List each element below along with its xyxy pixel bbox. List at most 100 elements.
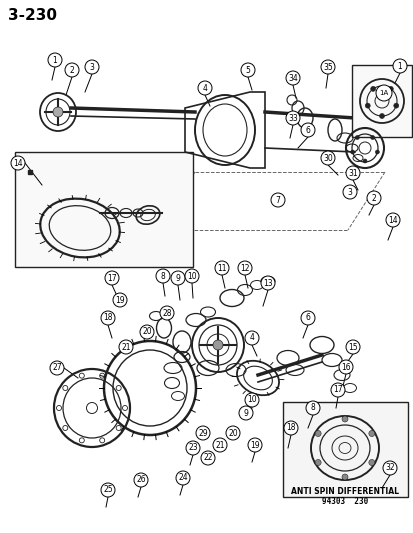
Circle shape: [237, 261, 252, 275]
Text: 3: 3: [89, 62, 94, 71]
Text: 11: 11: [217, 263, 226, 272]
Text: 1A: 1A: [378, 90, 388, 96]
Text: 22: 22: [203, 454, 212, 463]
Text: 17: 17: [107, 273, 116, 282]
Circle shape: [338, 360, 352, 374]
Text: 17: 17: [332, 385, 342, 394]
Circle shape: [320, 60, 334, 74]
Circle shape: [345, 166, 359, 180]
Circle shape: [185, 441, 199, 455]
Text: 28: 28: [162, 309, 171, 318]
Text: 12: 12: [240, 263, 249, 272]
Bar: [282, 402, 407, 497]
Text: ANTI SPIN DIFFERENTIAL: ANTI SPIN DIFFERENTIAL: [290, 488, 398, 497]
Text: 8: 8: [310, 403, 315, 413]
Circle shape: [375, 85, 391, 101]
Text: 15: 15: [347, 343, 357, 351]
Text: 34: 34: [287, 74, 297, 83]
Circle shape: [342, 185, 356, 199]
Circle shape: [350, 150, 354, 154]
Circle shape: [156, 269, 170, 283]
Circle shape: [101, 483, 115, 497]
Circle shape: [283, 421, 297, 435]
Text: 20: 20: [228, 429, 237, 438]
Circle shape: [50, 361, 64, 375]
Circle shape: [392, 59, 406, 73]
Circle shape: [11, 156, 25, 170]
Bar: [351, 65, 411, 137]
Text: 10: 10: [187, 271, 196, 280]
Text: 29: 29: [198, 429, 207, 438]
Circle shape: [387, 86, 392, 91]
Circle shape: [212, 340, 223, 350]
Circle shape: [247, 438, 261, 452]
Text: 6: 6: [305, 125, 310, 134]
Text: 9: 9: [175, 273, 180, 282]
Text: 27: 27: [52, 364, 62, 373]
Circle shape: [240, 63, 254, 77]
Circle shape: [176, 471, 190, 485]
Text: 31: 31: [347, 168, 357, 177]
Circle shape: [197, 81, 211, 95]
Circle shape: [85, 60, 99, 74]
Text: 18: 18: [103, 313, 112, 322]
Circle shape: [201, 451, 214, 465]
Text: 5: 5: [245, 66, 250, 75]
Text: 10: 10: [247, 395, 256, 405]
Circle shape: [382, 461, 396, 475]
Circle shape: [285, 71, 299, 85]
Circle shape: [119, 340, 133, 354]
Circle shape: [171, 271, 185, 285]
Text: 4: 4: [202, 84, 207, 93]
Text: 14: 14: [13, 158, 23, 167]
Text: 21: 21: [215, 440, 224, 449]
Circle shape: [375, 150, 378, 154]
Text: 1: 1: [52, 55, 57, 64]
Circle shape: [370, 135, 374, 140]
Text: 30: 30: [322, 154, 332, 163]
Text: 25: 25: [103, 486, 112, 495]
Text: 13: 13: [263, 279, 272, 287]
Circle shape: [341, 416, 347, 422]
Circle shape: [314, 459, 320, 465]
Text: 7: 7: [275, 196, 280, 205]
Circle shape: [393, 103, 398, 108]
Text: 19: 19: [115, 295, 124, 304]
Text: 19: 19: [249, 440, 259, 449]
Text: 2: 2: [371, 193, 375, 203]
Text: 26: 26: [136, 475, 145, 484]
Circle shape: [113, 293, 127, 307]
Circle shape: [159, 306, 173, 320]
Text: 16: 16: [340, 362, 350, 372]
Text: 21: 21: [121, 343, 131, 351]
Circle shape: [65, 63, 79, 77]
Text: 8: 8: [160, 271, 165, 280]
Circle shape: [214, 261, 228, 275]
Text: 6: 6: [305, 313, 310, 322]
Circle shape: [379, 114, 384, 118]
Circle shape: [368, 459, 374, 465]
Circle shape: [53, 107, 63, 117]
Circle shape: [285, 111, 299, 125]
Text: 9: 9: [243, 408, 248, 417]
Text: 2: 2: [69, 66, 74, 75]
Circle shape: [370, 86, 375, 91]
Circle shape: [238, 406, 252, 420]
Text: 3: 3: [347, 188, 351, 197]
Circle shape: [366, 191, 380, 205]
Circle shape: [140, 325, 154, 339]
Circle shape: [105, 271, 119, 285]
Circle shape: [244, 393, 259, 407]
Text: 32: 32: [384, 464, 394, 472]
Circle shape: [225, 426, 240, 440]
Circle shape: [385, 213, 399, 227]
Circle shape: [330, 383, 344, 397]
Text: 35: 35: [322, 62, 332, 71]
Text: 4: 4: [249, 334, 254, 343]
Circle shape: [354, 135, 358, 140]
Circle shape: [48, 53, 62, 67]
Circle shape: [362, 159, 366, 163]
Text: 94303  230: 94303 230: [321, 497, 367, 506]
Circle shape: [345, 340, 359, 354]
Circle shape: [368, 431, 374, 437]
